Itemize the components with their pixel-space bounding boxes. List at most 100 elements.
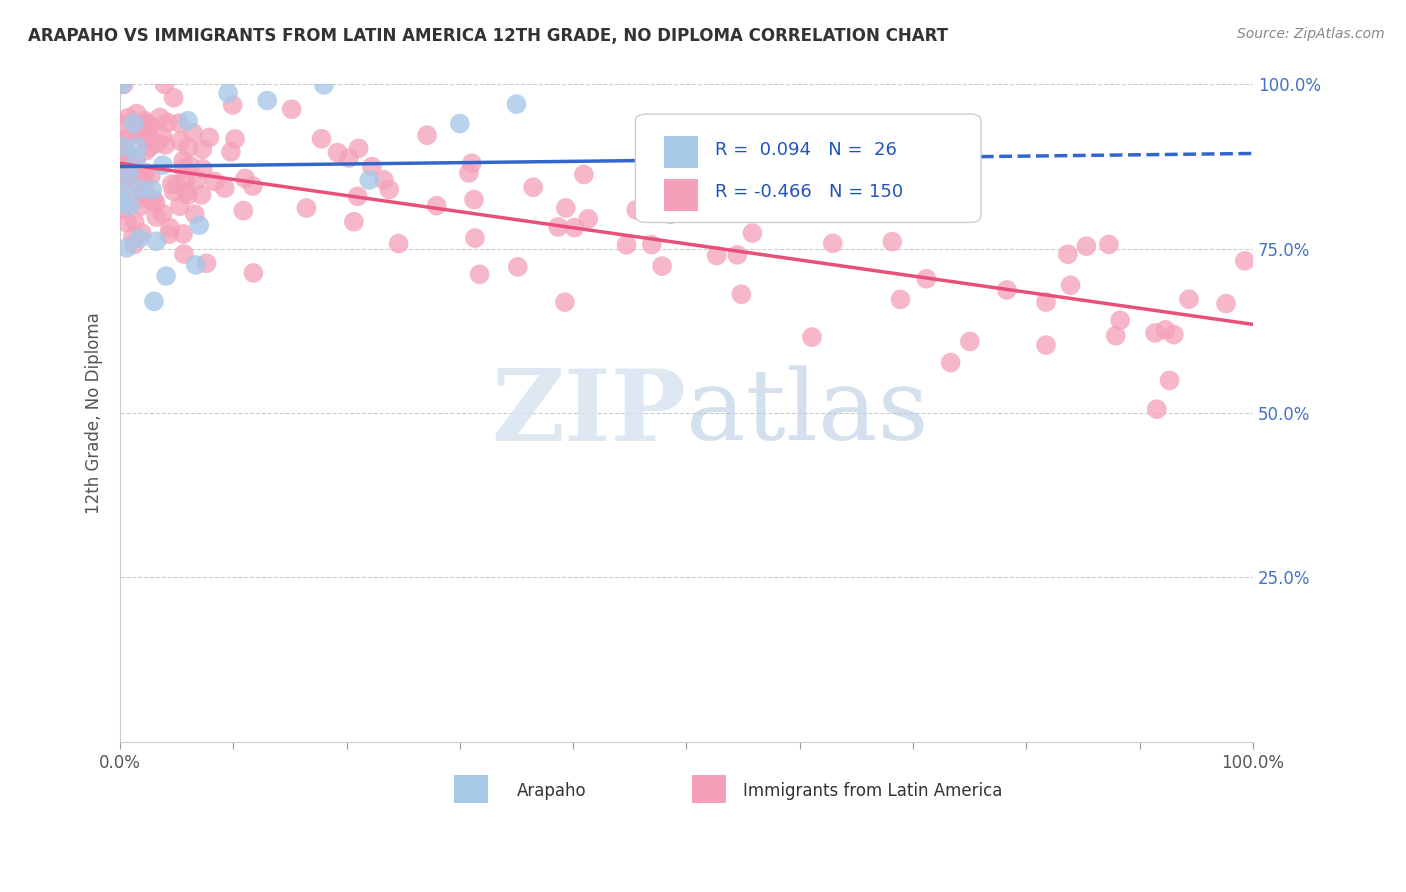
Point (169, 134, 191, 148)
Point (1215, 296, 1237, 310)
Point (146, 136, 169, 151)
FancyBboxPatch shape (454, 775, 488, 803)
Point (741, 226, 763, 240)
Point (572, 168, 595, 182)
Point (626, 202, 648, 217)
Point (177, 113, 200, 128)
Point (706, 249, 728, 263)
Point (128, 182, 150, 196)
Point (426, 199, 449, 213)
Point (132, 170, 155, 185)
Point (163, 185, 186, 199)
Text: atlas: atlas (686, 365, 929, 461)
Point (311, 132, 333, 146)
Point (155, 137, 177, 152)
Point (149, 111, 172, 125)
Point (915, 272, 938, 286)
Point (1144, 326, 1167, 340)
Point (111, 155, 134, 169)
Point (360, 160, 382, 174)
Point (134, 165, 156, 179)
Point (160, 178, 183, 192)
Point (155, 268, 177, 283)
Point (198, 130, 221, 145)
Point (1105, 328, 1128, 343)
Point (112, 78, 135, 92)
Point (114, 166, 136, 180)
Point (219, 145, 242, 159)
Point (190, 188, 212, 202)
Point (232, 203, 254, 218)
Point (114, 145, 136, 159)
Point (115, 172, 138, 186)
Point (188, 218, 211, 232)
Point (114, 133, 136, 147)
Point (651, 259, 673, 273)
Point (1035, 295, 1057, 310)
Point (131, 184, 153, 198)
Point (547, 219, 569, 234)
Point (186, 172, 208, 186)
Point (135, 144, 157, 158)
Point (111, 139, 134, 153)
Point (159, 220, 181, 235)
Point (449, 117, 471, 131)
Point (204, 174, 226, 188)
Point (125, 140, 148, 154)
Point (117, 160, 139, 174)
Point (224, 132, 246, 146)
Point (110, 116, 132, 130)
Point (326, 145, 349, 160)
Text: Immigrants from Latin America: Immigrants from Latin America (742, 782, 1002, 800)
Point (124, 215, 146, 229)
Point (1098, 237, 1121, 252)
Point (142, 294, 165, 309)
Point (1178, 292, 1201, 306)
Point (562, 220, 585, 235)
Point (118, 167, 141, 181)
Point (145, 210, 167, 224)
Point (176, 185, 198, 199)
Point (184, 258, 207, 272)
Point (118, 199, 141, 213)
Point (124, 193, 146, 207)
Point (121, 230, 143, 244)
Point (554, 295, 576, 310)
Point (505, 97, 527, 112)
Point (1076, 239, 1098, 253)
Point (280, 102, 302, 116)
Point (127, 124, 149, 138)
Point (1233, 253, 1256, 268)
Point (110, 136, 132, 150)
Point (725, 248, 748, 262)
Point (152, 207, 174, 221)
Point (378, 182, 401, 196)
Point (1109, 313, 1132, 327)
Point (821, 236, 844, 251)
Point (141, 183, 163, 197)
FancyBboxPatch shape (636, 114, 981, 222)
Point (1154, 323, 1177, 337)
FancyBboxPatch shape (692, 775, 725, 803)
Point (346, 189, 368, 203)
Point (1056, 247, 1078, 261)
Point (167, 116, 190, 130)
Point (191, 161, 214, 176)
Point (1059, 278, 1081, 293)
Point (889, 293, 911, 307)
Point (214, 181, 236, 195)
Point (222, 98, 245, 112)
Point (242, 179, 264, 194)
Point (359, 173, 381, 187)
Point (800, 330, 823, 344)
Point (111, 184, 134, 198)
Point (939, 355, 962, 369)
Point (463, 193, 485, 207)
Point (179, 159, 201, 173)
Point (191, 142, 214, 156)
Point (217, 86, 239, 100)
Point (337, 151, 360, 165)
Point (388, 236, 411, 251)
Point (134, 185, 156, 199)
Point (142, 193, 165, 207)
